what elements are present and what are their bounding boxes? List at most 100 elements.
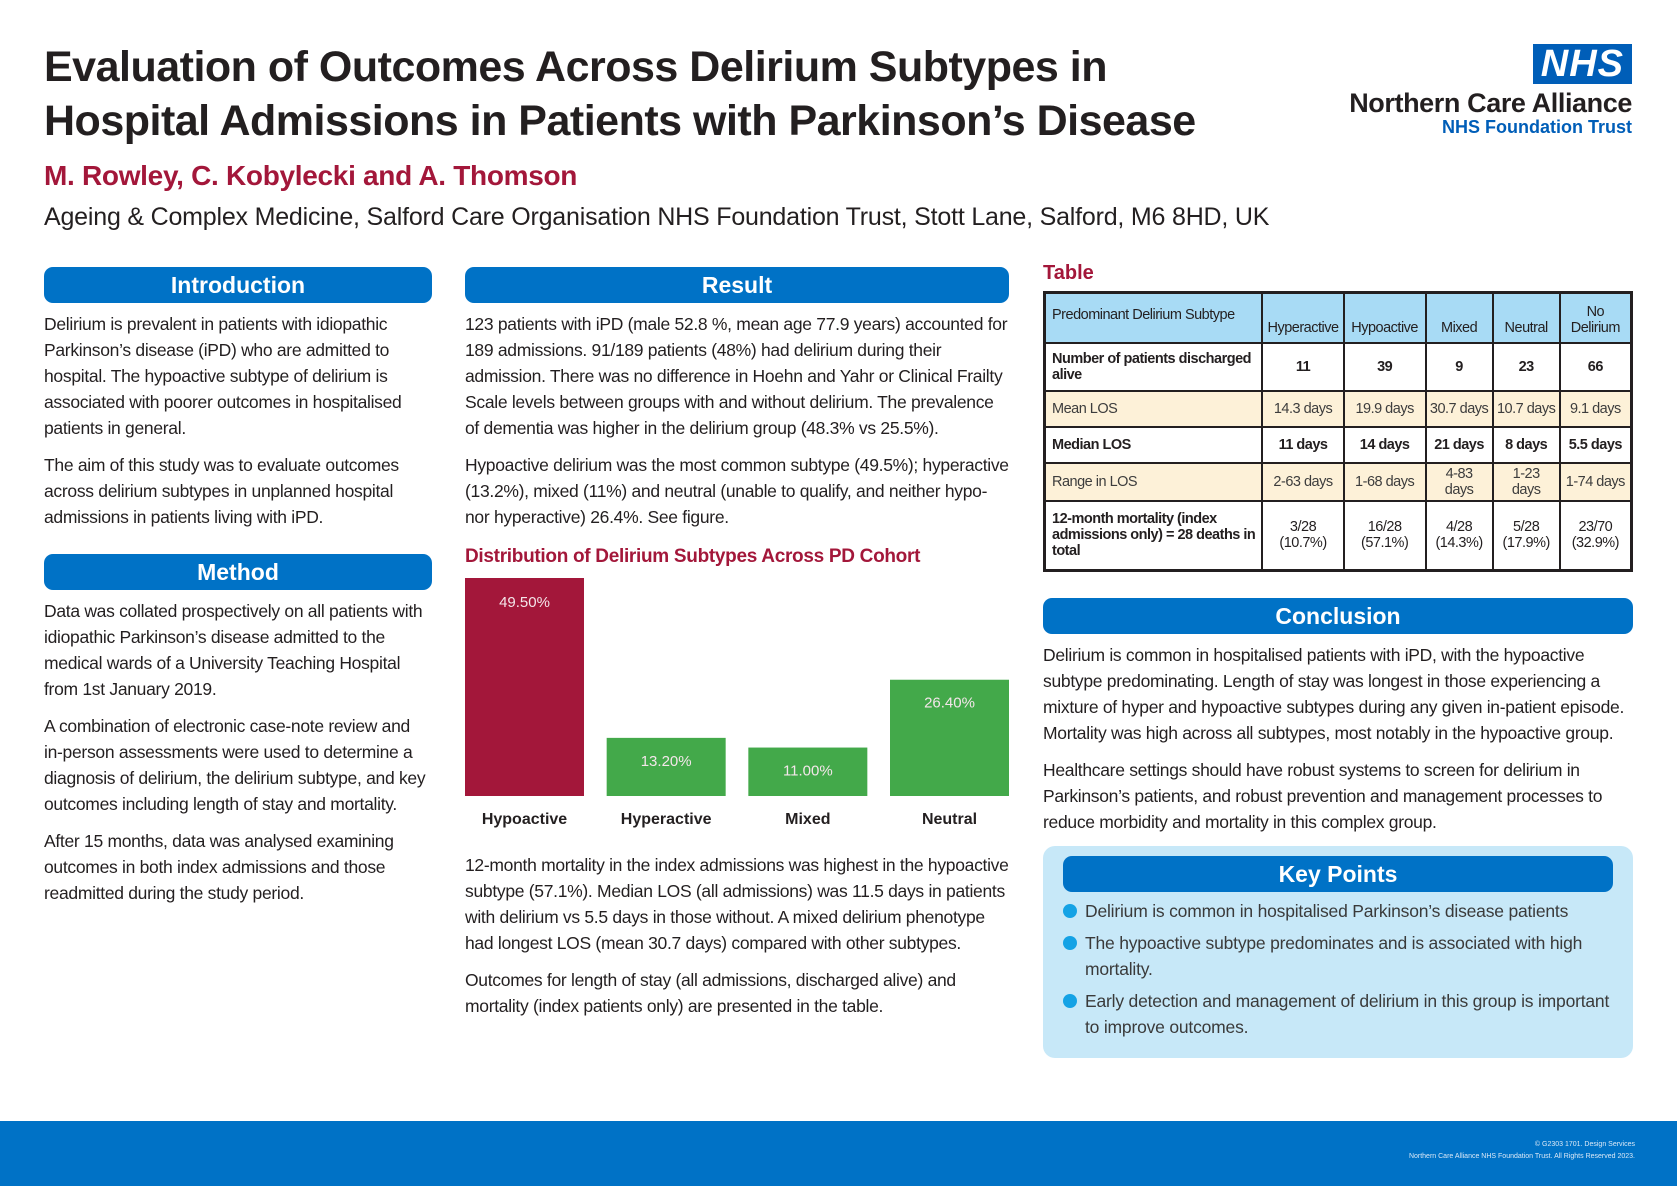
conclusion-section: Conclusion Delirium is common in hospita… [1043, 598, 1633, 835]
result-heading: Result [465, 267, 1009, 303]
table-cell: 11 days [1261, 425, 1345, 464]
result-paragraph: 12-month mortality in the index admissio… [465, 855, 1009, 953]
table-cell: 30.7 days [1424, 389, 1494, 428]
footer-copyright: © G2303 1701. Design Services Northern C… [1409, 1139, 1635, 1163]
introduction-paragraph: The aim of this study was to evaluate ou… [44, 455, 399, 527]
key-point-text: Delirium is common in hospitalised Parki… [1085, 901, 1569, 921]
logo-org-name: Northern Care Alliance [1349, 88, 1632, 118]
introduction-heading: Introduction [44, 267, 432, 303]
footer-line-2: Northern Care Alliance NHS Foundation Tr… [1408, 1153, 1635, 1160]
result-paragraph: 123 patients with iPD (male 52.8 %, mean… [465, 314, 1008, 438]
bar-mixed [748, 747, 868, 796]
bullet-icon [1063, 994, 1077, 1008]
method-section: Method Data was collated prospectively o… [44, 554, 432, 906]
table-cell: 2-63 days [1261, 461, 1345, 502]
authors: M. Rowley, C. Kobylecki and A. Thomson [44, 160, 578, 191]
table-row: Number of patients discharged alive 11 3… [1043, 341, 1633, 392]
table-cell: 4-83 days [1424, 461, 1494, 502]
table-row-label: Number of patients discharged alive [1043, 341, 1264, 392]
table-row-label: 12-month mortality (index admissions onl… [1043, 499, 1264, 572]
method-paragraph: A combination of electronic case-note re… [44, 716, 426, 814]
method-paragraph: After 15 months, data was analysed exami… [44, 831, 394, 903]
conclusion-paragraph: Healthcare settings should have robust s… [1043, 760, 1603, 832]
results-table: Predominant Delirium Subtype Hyperactive… [1043, 291, 1633, 572]
table-cell: 14.3 days [1261, 389, 1345, 428]
conclusion-paragraph: Delirium is common in hospitalised patie… [1043, 645, 1625, 743]
category-label: Hypoactive [482, 811, 567, 828]
key-points-heading: Key Points [1063, 856, 1613, 892]
bar-chart: 49.50% Hypoactive 13.20% Hyperactive 11.00% M… [465, 578, 1009, 838]
table-cell: 8 days [1491, 425, 1561, 464]
left-column: Introduction Delirium is prevalent in pa… [44, 267, 432, 917]
table-cell: 23/70 (32.9%) [1558, 499, 1633, 572]
table-row-label: Range in LOS [1043, 461, 1264, 502]
table-cell: 1-74 days [1558, 461, 1633, 502]
table-cell: 21 days [1424, 425, 1494, 464]
conclusion-heading: Conclusion [1043, 598, 1633, 634]
table-row-label: Median LOS [1043, 425, 1264, 464]
key-point-text: Early detection and management of deliri… [1085, 991, 1610, 1037]
table-cell: 9 [1424, 341, 1494, 392]
bullet-icon [1063, 936, 1077, 950]
affiliation: Ageing & Complex Medicine, Salford Care … [44, 203, 1270, 231]
table-header-cell: Predominant Delirium Subtype [1043, 291, 1264, 344]
poster-title: Evaluation of Outcomes Across Delirium S… [44, 40, 1284, 148]
key-point-item: The hypoactive subtype predominates and … [1063, 930, 1613, 982]
title-line-1: Evaluation of Outcomes Across Delirium S… [44, 43, 1107, 91]
footer-line-1: © G2303 1701. Design Services [1534, 1141, 1635, 1148]
table-title: Table [1043, 262, 1094, 284]
result-paragraph: Hypoactive delirium was the most common … [465, 455, 1009, 527]
middle-column: Result 123 patients with iPD (male 52.8 … [465, 267, 1009, 1030]
bar-hypoactive [465, 578, 584, 796]
table-header-cell: Neutral [1491, 291, 1561, 344]
table-header-cell: Hypoactive [1342, 291, 1427, 344]
key-point-text: The hypoactive subtype predominates and … [1085, 933, 1583, 979]
table-cell: 11 [1261, 341, 1345, 392]
result-section: Result 123 patients with iPD (male 52.8 … [465, 267, 1009, 530]
category-label: Hyperactive [621, 811, 712, 828]
table-cell: 19.9 days [1342, 389, 1427, 428]
table-cell: 1-68 days [1342, 461, 1427, 502]
method-paragraph: Data was collated prospectively on all p… [44, 601, 423, 699]
table-cell: 3/28 (10.7%) [1261, 499, 1345, 572]
table-cell: 39 [1342, 341, 1427, 392]
table-header-cell: Mixed [1424, 291, 1494, 344]
table-row: Median LOS 11 days 14 days 21 days 8 day… [1043, 425, 1633, 464]
table-cell: 16/28 (57.1%) [1342, 499, 1427, 572]
category-label: Mixed [785, 811, 830, 828]
table-cell: 5.5 days [1558, 425, 1633, 464]
table-row: Mean LOS 14.3 days 19.9 days 30.7 days 1… [1043, 389, 1633, 428]
footer-bar: © G2303 1701. Design Services Northern C… [0, 1121, 1677, 1186]
table-row: 12-month mortality (index admissions onl… [1043, 499, 1633, 572]
data-label: 13.20% [641, 753, 692, 770]
bar-neutral [890, 679, 1009, 796]
key-points-box: Key Points Delirium is common in hospita… [1043, 846, 1633, 1058]
table-cell: 5/28 (17.9%) [1491, 499, 1561, 572]
table-cell: 1-23 days [1491, 461, 1561, 502]
table-cell: 10.7 days [1491, 389, 1561, 428]
result-section-continued: 12-month mortality in the index admissio… [465, 852, 1009, 1019]
table-cell: 23 [1491, 341, 1561, 392]
introduction-paragraph: Delirium is prevalent in patients with i… [44, 314, 402, 438]
table-cell: 4/28 (14.3%) [1424, 499, 1494, 572]
table-header-cell: No Delirium [1558, 291, 1633, 344]
introduction-section: Introduction Delirium is prevalent in pa… [44, 267, 432, 530]
table-row-label: Mean LOS [1043, 389, 1264, 428]
table-header-row: Predominant Delirium Subtype Hyperactive… [1043, 291, 1633, 344]
data-label: 26.40% [924, 695, 975, 712]
logo-trust-name: NHS Foundation Trust [1442, 117, 1632, 137]
data-label: 11.00% [783, 763, 833, 780]
table-cell: 9.1 days [1558, 389, 1633, 428]
bullet-icon [1063, 904, 1077, 918]
data-label: 49.50% [499, 594, 550, 611]
bar-hyperactive [606, 737, 726, 796]
key-point-item: Delirium is common in hospitalised Parki… [1063, 898, 1613, 924]
chart-title: Distribution of Delirium Subtypes Across… [465, 546, 921, 567]
title-line-2: Hospital Admissions in Patients with Par… [44, 97, 1196, 145]
key-point-item: Early detection and management of deliri… [1063, 988, 1613, 1040]
result-paragraph: Outcomes for length of stay (all admissi… [465, 970, 956, 1016]
bar-chart-svg: 49.50% Hypoactive 13.20% Hyperactive 11.00% M… [465, 578, 1009, 828]
table-cell: 14 days [1342, 425, 1427, 464]
category-label: Neutral [922, 811, 977, 828]
nhs-logo-mark: NHS [1532, 44, 1632, 84]
